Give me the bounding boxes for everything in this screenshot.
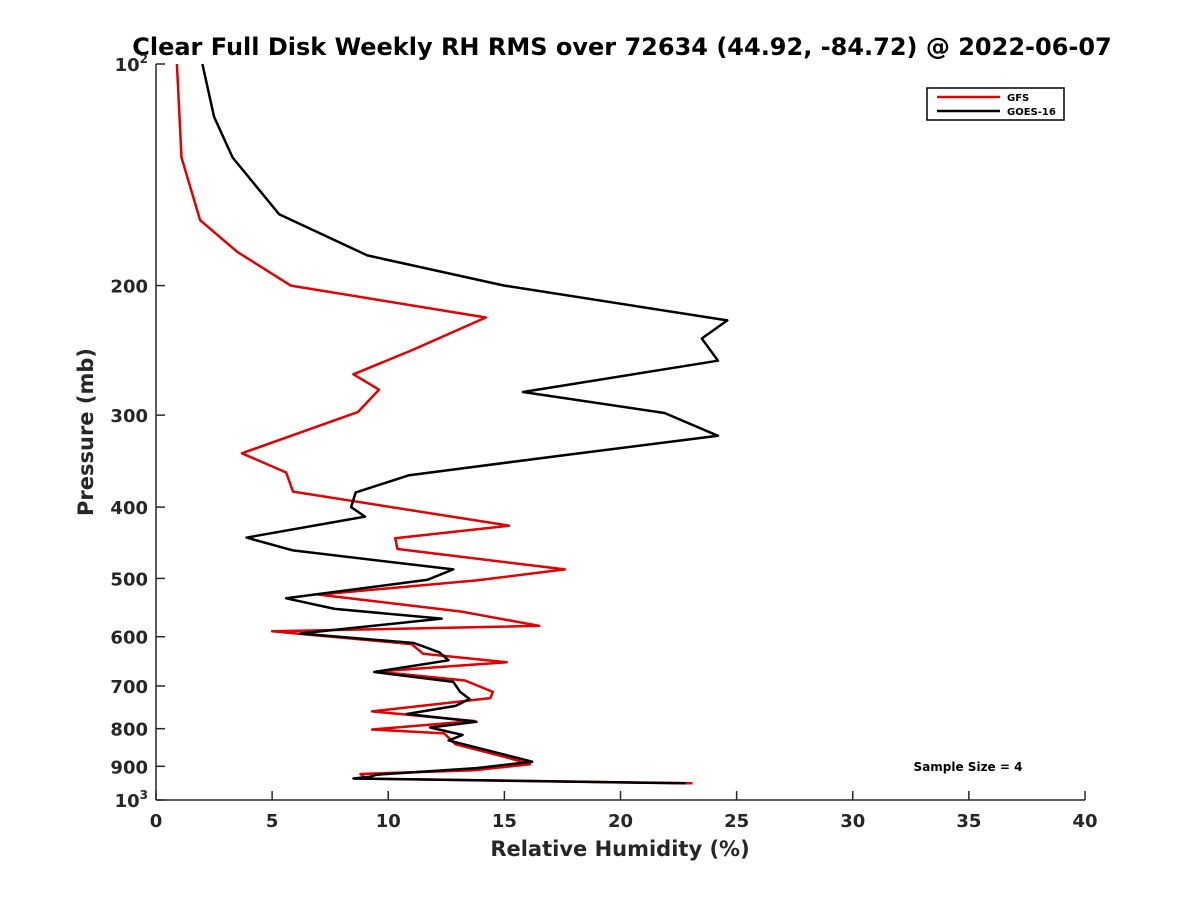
x-tick-label: 10 [376, 811, 401, 832]
y-tick-label: 400 [110, 498, 148, 519]
y-tick-label: 800 [110, 720, 148, 741]
x-tick-label: 40 [1072, 811, 1097, 832]
y-tick-label: 700 [110, 677, 148, 698]
x-tick-label: 20 [608, 811, 633, 832]
x-tick-label: 0 [150, 811, 163, 832]
sample-size-annotation: Sample Size = 4 [914, 760, 1023, 774]
x-tick-label: 35 [956, 811, 981, 832]
y-tick-label: 500 [110, 569, 148, 590]
y-tick-label: 102 [115, 52, 148, 76]
series-line-goes16 [201, 63, 729, 785]
x-tick-label: 15 [492, 811, 517, 832]
x-ticks: 0 5 10 15 20 25 30 35 40 [150, 791, 1098, 832]
legend-label-goes16: GOES-16 [1007, 107, 1056, 118]
y-tick-label: 900 [110, 757, 148, 778]
x-tick-label: 5 [266, 811, 279, 832]
series-layer [175, 63, 729, 785]
x-tick-label: 25 [724, 811, 749, 832]
plot-area: 0 5 10 15 20 25 30 35 40 102 200 300 400 500 600 700 80… [110, 52, 1097, 832]
legend: GFS GOES-16 [926, 87, 1065, 121]
y-ticks: 102 200 300 400 500 600 700 800 900 103 [110, 52, 165, 812]
y-tick-label: 600 [110, 628, 148, 649]
y-tick-label: 300 [110, 406, 148, 427]
y-tick-label: 200 [110, 277, 148, 298]
chart-title: Clear Full Disk Weekly RH RMS over 72634… [132, 33, 1112, 61]
x-tick-label: 30 [840, 811, 865, 832]
x-axis-label: Relative Humidity (%) [490, 837, 749, 861]
series-line-gfs [175, 63, 693, 785]
legend-box [926, 87, 1065, 121]
y-tick-label: 103 [115, 788, 148, 812]
legend-label-gfs: GFS [1007, 93, 1029, 104]
y-axis-label: Pressure (mb) [74, 348, 98, 516]
